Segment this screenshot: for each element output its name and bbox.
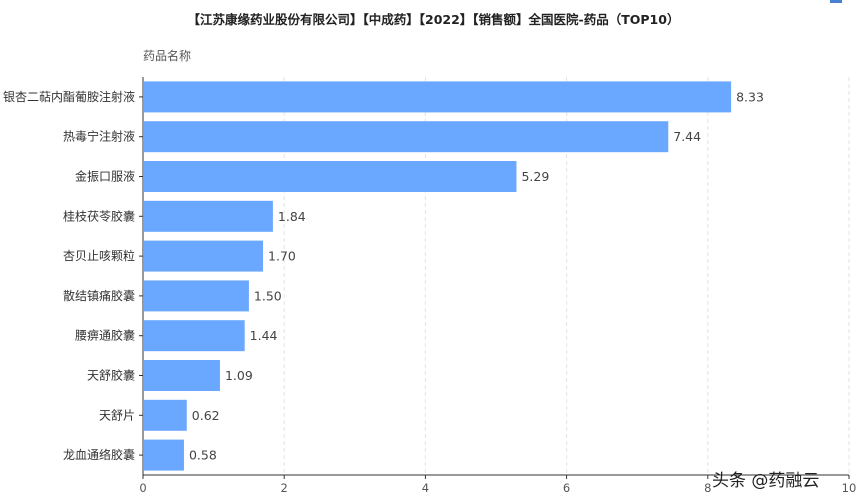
x-tick-label: 10 [842,481,857,495]
chart-title: 【江苏康缘药业股份有限公司】【中成药】【2022】【销售额】全国医院-药品（TO… [187,12,680,27]
category-label: 天舒片 [99,408,135,422]
category-label: 散结镇痛胶囊 [63,288,135,303]
x-tick-label: 8 [704,481,711,495]
bar [144,439,184,471]
data-label: 0.62 [192,408,220,423]
bar [144,399,187,431]
category-label: 天舒胶囊 [87,368,135,383]
data-label: 1.70 [268,249,296,264]
x-tick-label: 2 [281,481,288,495]
bar [144,200,273,232]
watermark: 头条 @药融云 [712,471,820,491]
label-layer: 0 2 4 6 8 10 银杏二萜内酯葡胺注射液 8.33 热毒宁注射液 7.44 金振口服液 5.2… [3,89,856,495]
category-label: 腰痹通胶囊 [75,328,135,343]
axis-layer [139,77,850,479]
bar [144,240,264,272]
x-tick-label: 6 [563,481,570,495]
bar [144,81,732,113]
x-tick-label: 4 [422,481,429,495]
corner-mark [830,0,842,3]
data-label: 0.58 [189,448,217,463]
category-label: 龙血通络胶囊 [63,447,135,462]
data-label: 7.44 [673,129,701,144]
data-label: 1.84 [278,209,306,224]
bar [144,360,220,391]
y-axis-title: 药品名称 [143,49,192,63]
x-tick-label: 0 [139,481,146,495]
bar [144,320,245,352]
data-label: 1.09 [225,368,253,383]
bar [144,121,669,153]
data-label: 1.50 [254,288,282,303]
data-label: 8.33 [736,89,764,104]
bar-layer [144,81,732,471]
bar [144,280,249,312]
data-label: 5.29 [521,169,549,184]
bar [144,161,517,192]
category-label: 桂枝茯苓胶囊 [63,208,135,223]
category-label: 金振口服液 [75,169,135,184]
category-label: 银杏二萜内酯葡胺注射液 [3,89,135,104]
category-label: 杏贝止咳颗粒 [63,248,135,263]
category-label: 热毒宁注射液 [63,129,135,144]
data-label: 1.44 [250,328,278,343]
